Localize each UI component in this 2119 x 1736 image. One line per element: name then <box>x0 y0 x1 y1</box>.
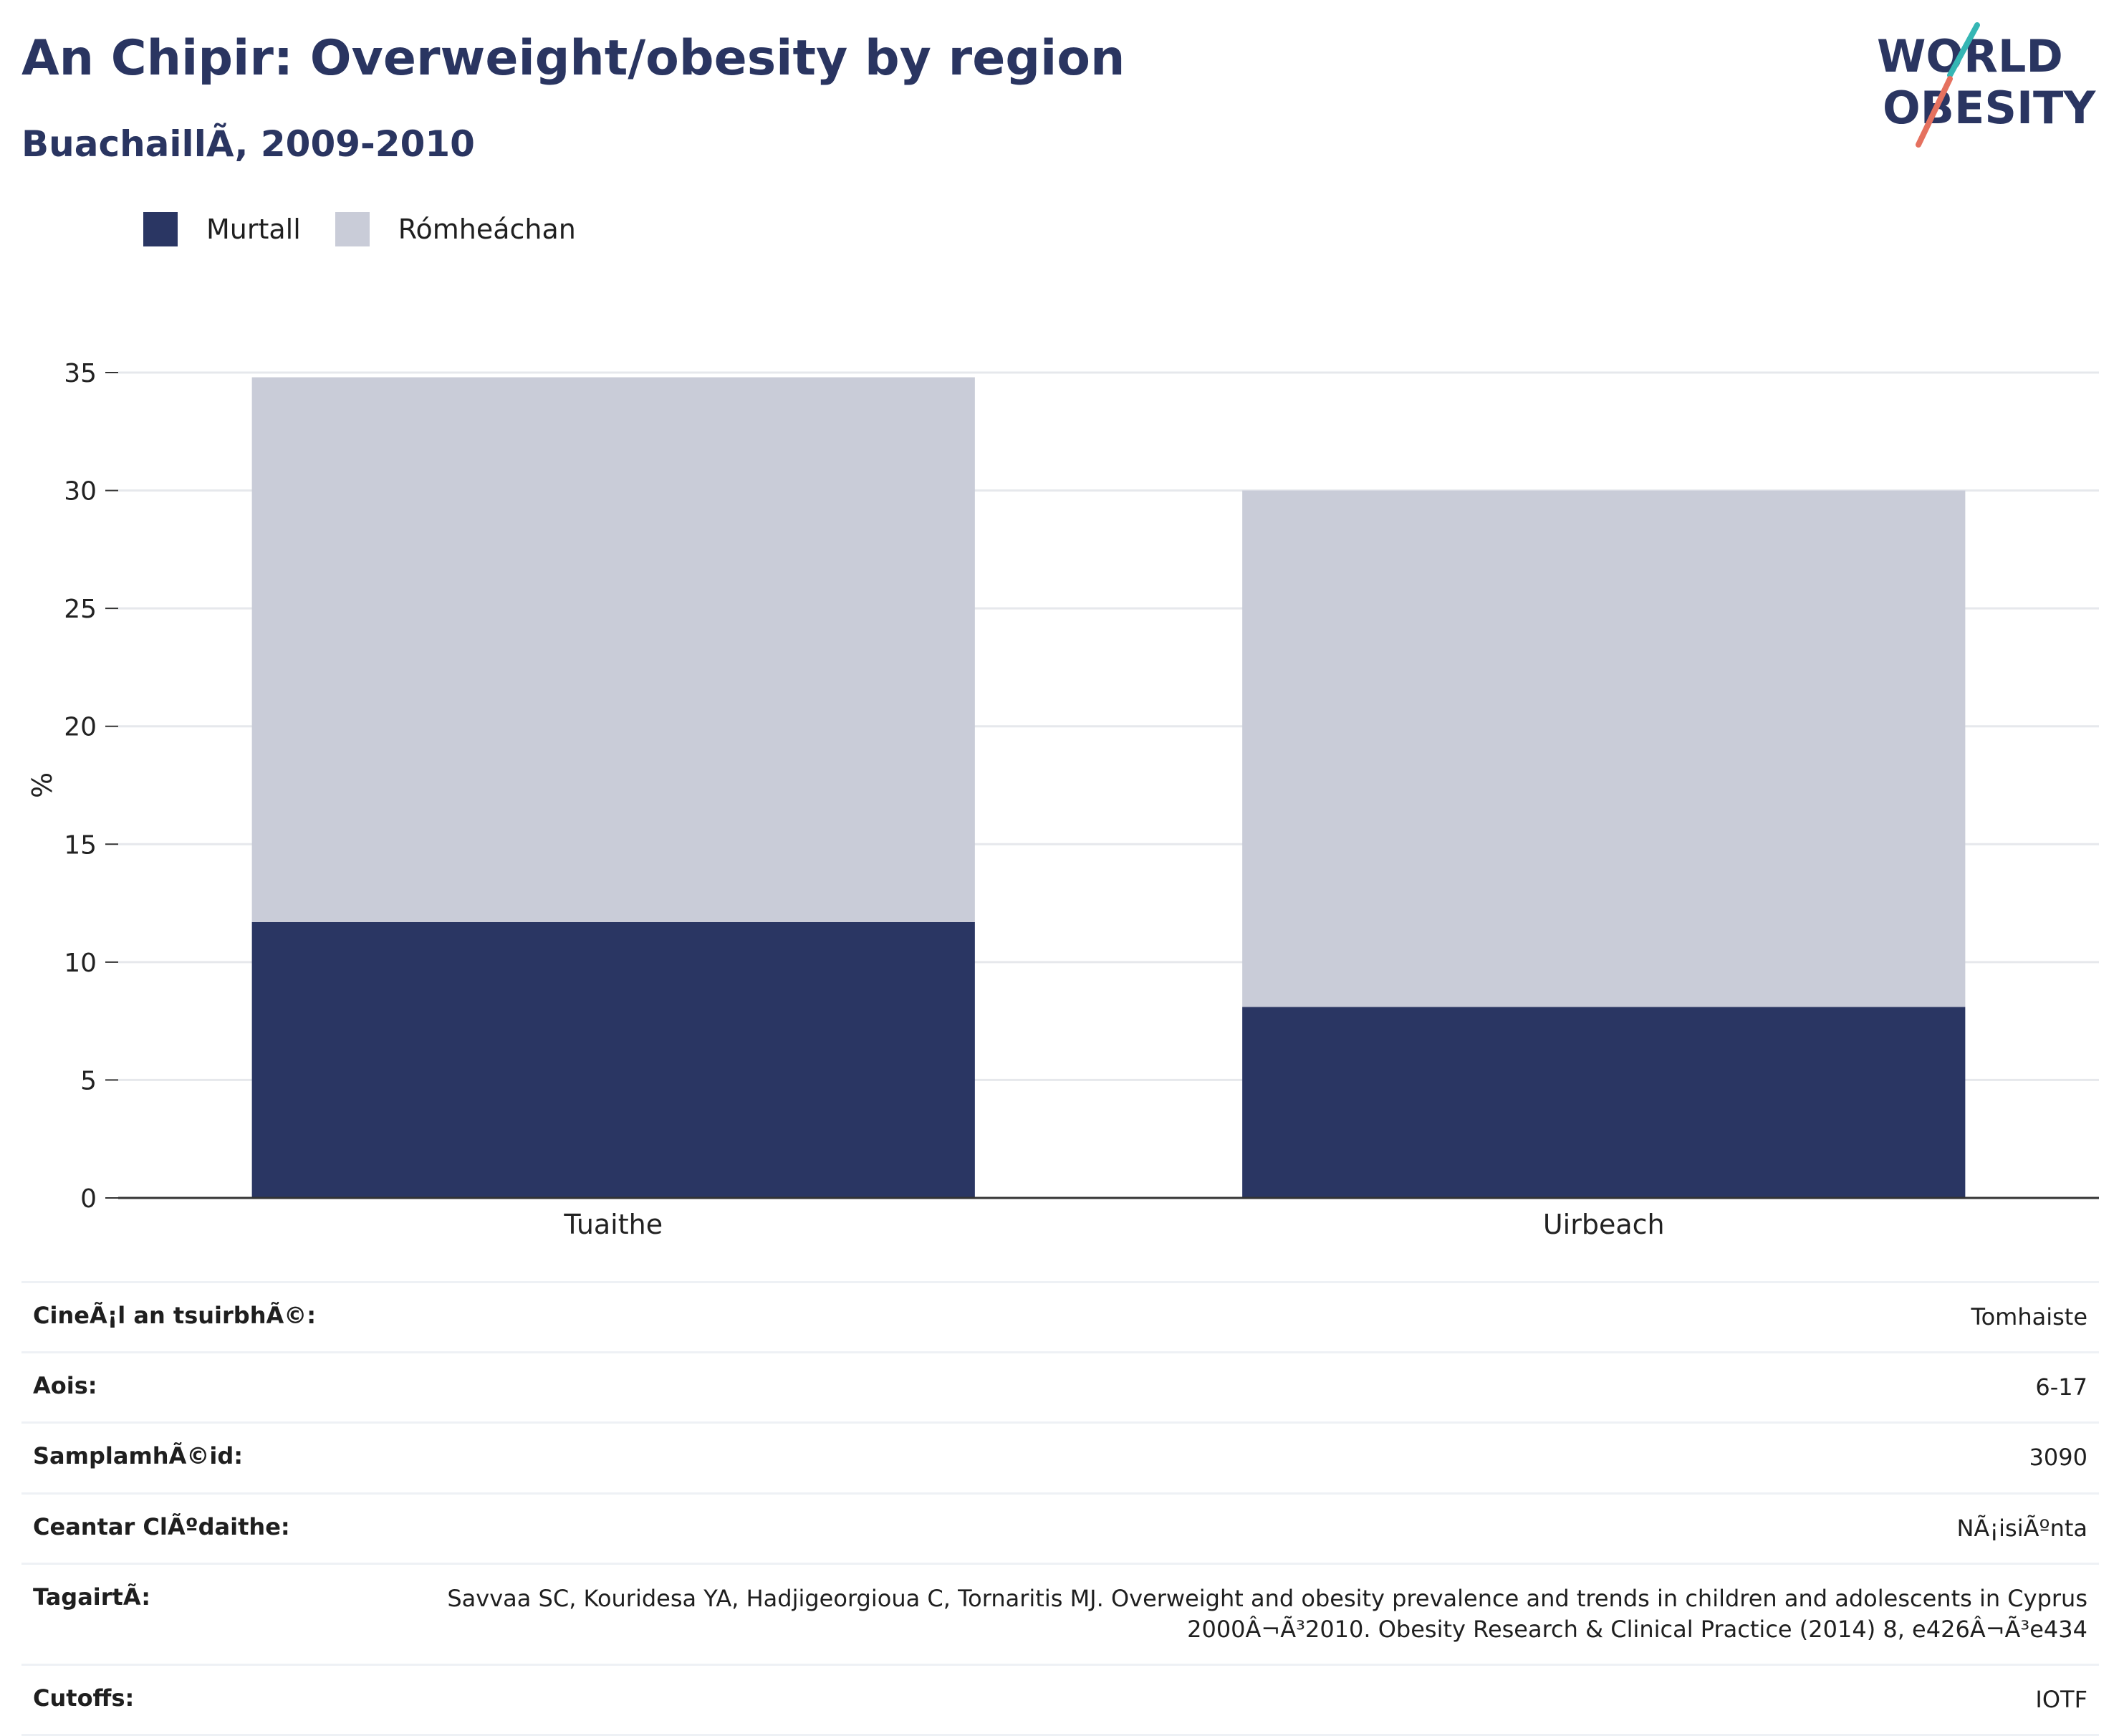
y-tick-label: 35 <box>64 359 97 388</box>
info-label-age: Aois: <box>33 1372 97 1400</box>
info-value-age: 6-17 <box>2035 1373 2087 1401</box>
info-label-cutoffs: Cutoffs: <box>33 1684 135 1712</box>
world-obesity-logo: WORLD OBESITY <box>1877 22 2096 148</box>
x-tick-label: Tuaithe <box>563 1209 663 1240</box>
info-label-sample-size: SamplamhÃ©id: <box>33 1442 244 1470</box>
y-tick-label: 25 <box>64 595 97 624</box>
legend-label-romheachan: Rómheáchan <box>398 214 576 245</box>
y-tick-label: 5 <box>80 1066 97 1095</box>
info-value-cutoffs: IOTF <box>2035 1686 2087 1714</box>
info-value-sample-size: 3090 <box>2029 1444 2087 1472</box>
bar-murtall-uirbeach <box>1242 1007 1966 1198</box>
logo-slash-coral <box>1916 76 1953 148</box>
info-row: CineÃ¡l an tsuirbhÃ©: Tomhaiste <box>21 1281 2099 1351</box>
y-axis-label: % <box>27 772 58 798</box>
info-row: SamplamhÃ©id: 3090 <box>21 1421 2099 1492</box>
x-tick-label: Uirbeach <box>1543 1209 1665 1240</box>
legend-swatch-murtall <box>143 212 178 246</box>
y-tick-label: 15 <box>64 830 97 860</box>
chart-subtitle: BuachaillÃ, 2009-2010 <box>21 123 475 165</box>
info-value-area-covered: NÃ¡isiÃºnta <box>1956 1514 2087 1542</box>
legend-swatch-romheachan <box>335 212 370 246</box>
stacked-bar-chart: 0 5 10 15 20 25 30 35% Tuaithe Uirbeach <box>27 359 2099 1240</box>
chart-legend: Murtall Rómheáchan <box>143 212 610 246</box>
y-tick-label: 0 <box>80 1184 97 1214</box>
info-label-survey-type: CineÃ¡l an tsuirbhÃ©: <box>33 1302 317 1329</box>
y-tick-label: 10 <box>64 949 97 978</box>
logo-slash-teal <box>1947 22 1980 78</box>
info-row: TagairtÃ: Savvaa SC, Kouridesa YA, Hadji… <box>21 1562 2099 1664</box>
info-value-reference: Savvaa SC, Kouridesa YA, Hadjigeorgioua … <box>447 1584 2087 1643</box>
y-tick-label: 30 <box>64 477 97 507</box>
bar-murtall-tuaithe <box>251 921 975 1198</box>
y-tick-label: 20 <box>64 713 97 742</box>
info-label-area-covered: Ceantar ClÃºdaithe: <box>33 1512 290 1540</box>
survey-info-table: CineÃ¡l an tsuirbhÃ©: Tomhaiste Aois: 6-… <box>21 1281 2099 1736</box>
chart-title: An Chipir: Overweight/obesity by region <box>21 30 1125 87</box>
info-row: Aois: 6-17 <box>21 1351 2099 1421</box>
bar-romheachan-uirbeach <box>1242 490 1966 1007</box>
legend-label-murtall: Murtall <box>206 214 301 245</box>
info-value-survey-type: Tomhaiste <box>1971 1303 2087 1330</box>
info-row: Cutoffs: IOTF <box>21 1664 2099 1736</box>
bar-romheachan-tuaithe <box>251 377 975 922</box>
logo-word-obesity: OBESITY <box>1883 82 2096 134</box>
info-label-reference: TagairtÃ: <box>33 1583 150 1611</box>
info-row: Ceantar ClÃºdaithe: NÃ¡isiÃºnta <box>21 1492 2099 1563</box>
